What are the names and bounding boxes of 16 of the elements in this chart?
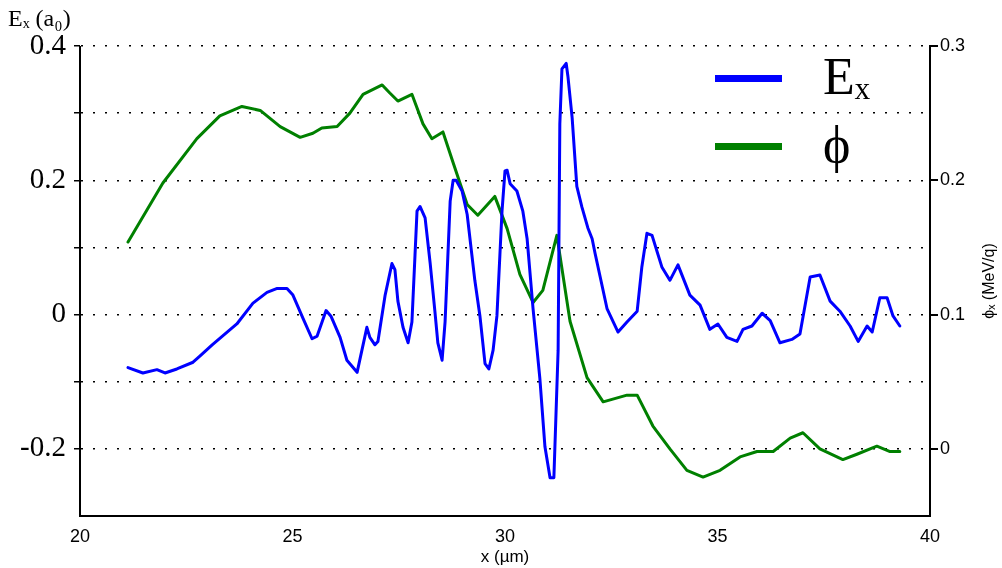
legend-label: ϕ bbox=[823, 115, 851, 173]
x-tick-label: 30 bbox=[494, 525, 516, 546]
x-tick-label: 20 bbox=[69, 525, 91, 546]
y-tick-label: -0.2 bbox=[20, 430, 66, 463]
x-tick-label: 35 bbox=[707, 525, 728, 546]
y2-tick-label: 0.3 bbox=[940, 34, 966, 55]
x-tick-label: 40 bbox=[919, 525, 941, 546]
y-tick-label: 0.2 bbox=[29, 161, 66, 194]
x-axis-title: x (µm) bbox=[480, 547, 530, 567]
y2-tick-label: 0.2 bbox=[940, 169, 966, 190]
y-tick-label: 0 bbox=[51, 296, 66, 329]
y2-axis-title: ϕₓ (MeV/q) bbox=[980, 243, 998, 319]
y2-tick-label: 0 bbox=[940, 437, 951, 458]
y2-tick-label: 0.1 bbox=[940, 303, 966, 324]
x-tick-label: 25 bbox=[282, 525, 303, 546]
legend-label: Eₓ bbox=[823, 47, 871, 105]
